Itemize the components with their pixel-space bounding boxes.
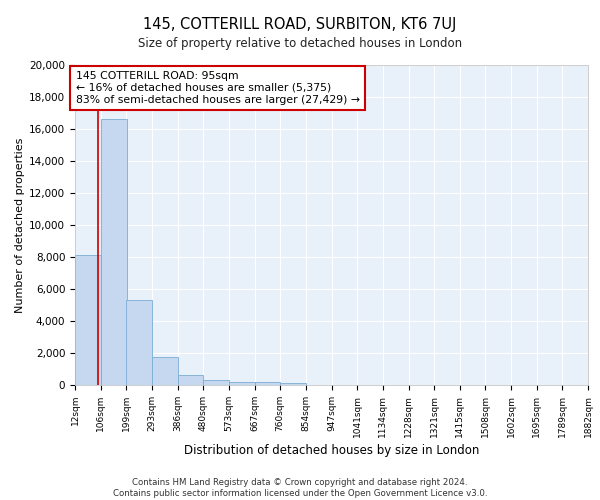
Bar: [178, 374, 203, 385]
Text: 145 COTTERILL ROAD: 95sqm
← 16% of detached houses are smaller (5,375)
83% of se: 145 COTTERILL ROAD: 95sqm ← 16% of detac…: [76, 72, 359, 104]
Y-axis label: Number of detached properties: Number of detached properties: [15, 138, 25, 312]
Bar: [229, 382, 254, 385]
Text: Size of property relative to detached houses in London: Size of property relative to detached ho…: [138, 38, 462, 51]
Bar: [101, 120, 127, 385]
Text: Contains HM Land Registry data © Crown copyright and database right 2024.
Contai: Contains HM Land Registry data © Crown c…: [113, 478, 487, 498]
Bar: [203, 380, 229, 385]
Bar: [254, 382, 280, 385]
X-axis label: Distribution of detached houses by size in London: Distribution of detached houses by size …: [184, 444, 479, 457]
Bar: [75, 256, 101, 385]
Bar: [280, 382, 306, 385]
Text: 145, COTTERILL ROAD, SURBITON, KT6 7UJ: 145, COTTERILL ROAD, SURBITON, KT6 7UJ: [143, 18, 457, 32]
Bar: [127, 300, 152, 385]
Bar: [152, 357, 178, 385]
